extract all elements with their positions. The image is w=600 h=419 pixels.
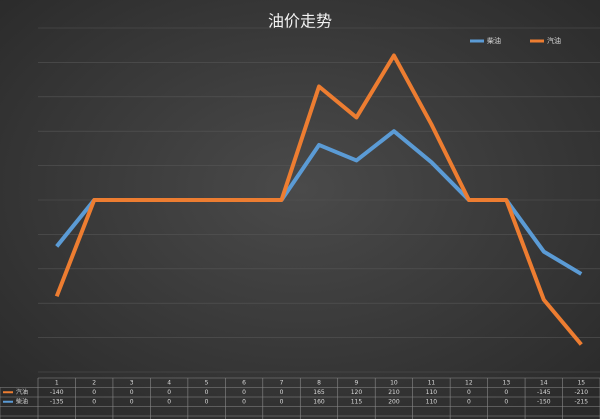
table-cell: -215 bbox=[574, 398, 588, 405]
table-cell: 0 bbox=[467, 389, 471, 396]
table-cell: 120 bbox=[351, 389, 363, 396]
table-cell: -145 bbox=[537, 389, 551, 396]
legend-label: 汽油 bbox=[547, 36, 561, 45]
table-header: 9 bbox=[355, 379, 359, 386]
table-header: 6 bbox=[242, 379, 246, 386]
table-cell: 0 bbox=[167, 389, 171, 396]
table-header: 4 bbox=[167, 379, 171, 386]
table-cell: 210 bbox=[388, 389, 400, 396]
table-cell: 110 bbox=[426, 389, 438, 396]
table-cell: -135 bbox=[50, 398, 64, 405]
table-cell: 115 bbox=[351, 398, 363, 405]
chart-title: 油价走势 bbox=[268, 12, 332, 31]
table-cell: 0 bbox=[92, 398, 96, 405]
table-cell: 0 bbox=[167, 398, 171, 405]
table-cell: 0 bbox=[280, 398, 284, 405]
table-cell: 0 bbox=[242, 389, 246, 396]
table-cell: 160 bbox=[313, 398, 325, 405]
table-cell: 200 bbox=[388, 398, 400, 405]
table-header: 13 bbox=[503, 379, 511, 386]
table-cell: 0 bbox=[504, 398, 508, 405]
table-header: 7 bbox=[280, 379, 284, 386]
table-cell: 0 bbox=[205, 398, 209, 405]
table-cell: 0 bbox=[504, 389, 508, 396]
table-cell: 0 bbox=[280, 389, 284, 396]
table-cell: 110 bbox=[426, 398, 438, 405]
table-header: 10 bbox=[390, 379, 398, 386]
table-header: 1 bbox=[55, 379, 59, 386]
table-cell: -150 bbox=[537, 398, 551, 405]
table-cell: 0 bbox=[242, 398, 246, 405]
table-cell: -210 bbox=[574, 389, 588, 396]
table-header: 15 bbox=[577, 379, 585, 386]
table-header: 14 bbox=[540, 379, 548, 386]
table-cell: 0 bbox=[92, 389, 96, 396]
table-cell: 0 bbox=[130, 389, 134, 396]
table-header: 12 bbox=[465, 379, 473, 386]
table-cell: 0 bbox=[205, 389, 209, 396]
table-header: 3 bbox=[130, 379, 134, 386]
series-line bbox=[54, 53, 583, 346]
table-header: 5 bbox=[205, 379, 209, 386]
table-cell: 165 bbox=[313, 389, 325, 396]
legend-label: 柴油 bbox=[487, 36, 501, 45]
table-header: 8 bbox=[317, 379, 321, 386]
table-cell: 0 bbox=[467, 398, 471, 405]
table-row-label: 柴油 bbox=[16, 397, 28, 405]
table-header: 11 bbox=[428, 379, 436, 386]
table-row-label: 汽油 bbox=[16, 388, 28, 396]
table-cell: 0 bbox=[130, 398, 134, 405]
table-cell: -140 bbox=[50, 389, 64, 396]
table-header: 2 bbox=[92, 379, 96, 386]
